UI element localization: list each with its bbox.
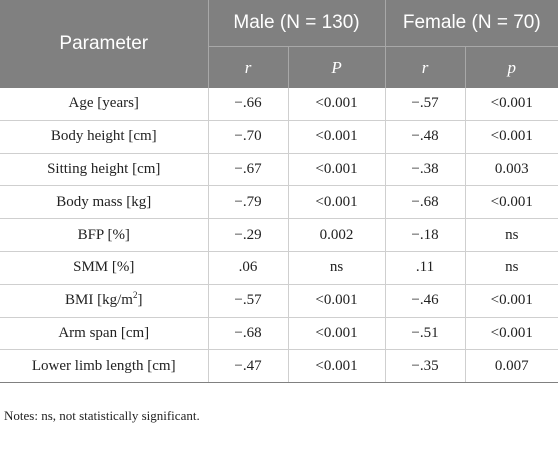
cell-female-r: −.48	[384, 120, 466, 154]
table-row: Lower limb length [cm] −.47 <0.001 −.35 …	[0, 349, 558, 384]
cell-female-p: <0.001	[464, 284, 558, 318]
correlation-table: Parameter Male (N = 130) Female (N = 70)…	[0, 0, 558, 384]
cell-female-p: 0.007	[464, 349, 558, 384]
cell-parameter: Sitting height [cm]	[0, 153, 208, 187]
table-row: Sitting height [cm] −.67 <0.001 −.38 0.0…	[0, 153, 558, 187]
cell-female-r: −.18	[384, 218, 466, 252]
cell-female-p: ns	[464, 218, 558, 252]
cell-female-r: −.57	[384, 88, 466, 121]
header-female-r: r	[384, 46, 466, 88]
cell-parameter: Body mass [kg]	[0, 185, 208, 220]
cell-parameter: Age [years]	[0, 88, 208, 121]
cell-female-r: −.38	[384, 153, 466, 187]
table-row: Arm span [cm] −.68 <0.001 −.51 <0.001	[0, 317, 558, 351]
cell-female-p: 0.003	[464, 153, 558, 187]
cell-female-p: <0.001	[464, 185, 558, 220]
cell-female-r: −.46	[384, 284, 466, 318]
cell-male-p: <0.001	[287, 120, 386, 154]
cell-male-r: −.67	[207, 153, 288, 187]
cell-male-r: −.57	[207, 284, 288, 318]
header-male-group: Male (N = 130)	[207, 0, 386, 47]
cell-male-p: <0.001	[287, 153, 386, 187]
cell-parameter: Lower limb length [cm]	[0, 349, 208, 384]
table-row: Body mass [kg] −.79 <0.001 −.68 <0.001	[0, 185, 558, 220]
table-row: Age [years] −.66 <0.001 −.57 <0.001	[0, 88, 558, 121]
header-female-p: p	[464, 46, 558, 88]
header-female-group: Female (N = 70)	[384, 0, 558, 47]
cell-male-p: <0.001	[287, 317, 386, 351]
table-row: Body height [cm] −.70 <0.001 −.48 <0.001	[0, 120, 558, 154]
cell-male-r: .06	[207, 251, 288, 285]
header-male-r: r	[207, 46, 288, 88]
cell-female-p: <0.001	[464, 317, 558, 351]
cell-male-p: ns	[287, 251, 386, 285]
cell-female-r: −.68	[384, 185, 466, 220]
cell-male-r: −.68	[207, 317, 288, 351]
header-male-p: P	[287, 46, 386, 88]
cell-parameter-superscript: 2	[132, 290, 138, 301]
cell-female-p: ns	[464, 251, 558, 285]
cell-parameter-suffix: ]	[137, 292, 143, 309]
cell-parameter: BMI [kg/m2]	[0, 284, 208, 318]
cell-female-p: <0.001	[464, 120, 558, 154]
cell-male-p: <0.001	[287, 185, 386, 220]
cell-female-r: −.51	[384, 317, 466, 351]
header-row-groups: Parameter Male (N = 130) Female (N = 70)	[0, 0, 558, 88]
cell-male-p: <0.001	[287, 284, 386, 318]
cell-parameter: Arm span [cm]	[0, 317, 208, 351]
cell-female-r: .11	[384, 251, 466, 285]
cell-male-p: 0.002	[287, 218, 386, 252]
cell-parameter: Body height [cm]	[0, 120, 208, 154]
cell-male-r: −.79	[207, 185, 288, 220]
table-notes: Notes: ns, not statistically significant…	[4, 408, 200, 423]
cell-male-r: −.66	[207, 88, 288, 121]
cell-female-p: <0.001	[464, 88, 558, 121]
cell-male-p: <0.001	[287, 349, 386, 384]
header-row-stats: r P r p	[0, 46, 558, 88]
table-row: SMM [%] .06 ns .11 ns	[0, 251, 558, 285]
header-parameter: Parameter	[0, 0, 208, 88]
table-row: BMI [kg/m2] −.57 <0.001 −.46 <0.001	[0, 284, 558, 318]
cell-male-r: −.47	[207, 349, 288, 384]
cell-female-r: −.35	[384, 349, 466, 384]
cell-male-r: −.70	[207, 120, 288, 154]
cell-parameter: BFP [%]	[0, 218, 208, 252]
table-row: BFP [%] −.29 0.002 −.18 ns	[0, 218, 558, 252]
cell-parameter: SMM [%]	[0, 251, 208, 285]
cell-parameter-text: BMI [kg/m	[65, 292, 133, 309]
cell-male-p: <0.001	[287, 88, 386, 121]
cell-male-r: −.29	[207, 218, 288, 252]
